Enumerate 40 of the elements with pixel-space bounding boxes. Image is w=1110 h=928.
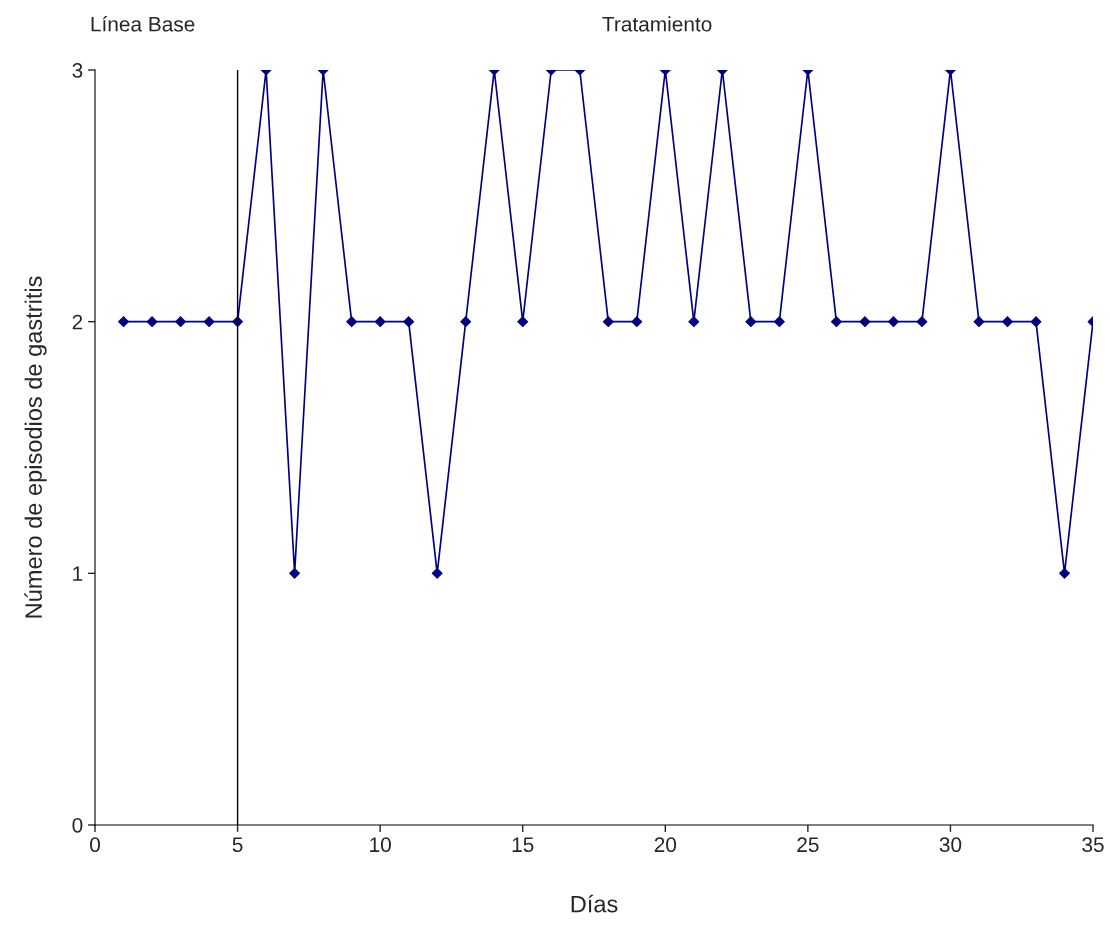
- x-tick-label: 25: [797, 837, 819, 853]
- point: [289, 567, 301, 579]
- point: [203, 316, 215, 328]
- x-tick-label: 35: [1082, 837, 1104, 853]
- x-tick-label: 5: [232, 837, 243, 853]
- y-tick-label: 0: [72, 817, 83, 833]
- point: [460, 316, 472, 328]
- point: [403, 316, 415, 328]
- point: [1002, 316, 1013, 328]
- point: [175, 316, 186, 328]
- x-tick-label: 10: [370, 837, 391, 853]
- point: [118, 316, 129, 328]
- point: [973, 316, 985, 328]
- point: [688, 316, 700, 328]
- point: [517, 316, 529, 328]
- point: [631, 316, 643, 328]
- text: Tratamiento: [602, 16, 712, 32]
- point: [602, 316, 614, 328]
- point: [859, 316, 871, 328]
- point: [916, 316, 928, 328]
- point: [887, 316, 899, 328]
- point: [146, 316, 158, 328]
- point: [830, 316, 842, 328]
- point: [1059, 567, 1070, 579]
- text: Línea Base: [91, 16, 195, 32]
- x-tick-label: 30: [939, 837, 962, 853]
- x-tick-label: 15: [512, 837, 534, 853]
- y-axis-title: Número de episodios de gastritis: [24, 276, 47, 618]
- y-tick-label: 2: [72, 314, 83, 330]
- point: [374, 316, 386, 328]
- x-axis-title: Días: [571, 894, 618, 913]
- y-tick-label: 1: [73, 566, 83, 581]
- point: [773, 316, 785, 328]
- point: [431, 567, 443, 579]
- point: [1030, 316, 1042, 328]
- point: [745, 316, 757, 328]
- x-tick-label: 20: [654, 837, 677, 853]
- point: [346, 316, 358, 328]
- x-tick-label: 0: [90, 837, 100, 853]
- y-tick-label: 3: [72, 62, 83, 78]
